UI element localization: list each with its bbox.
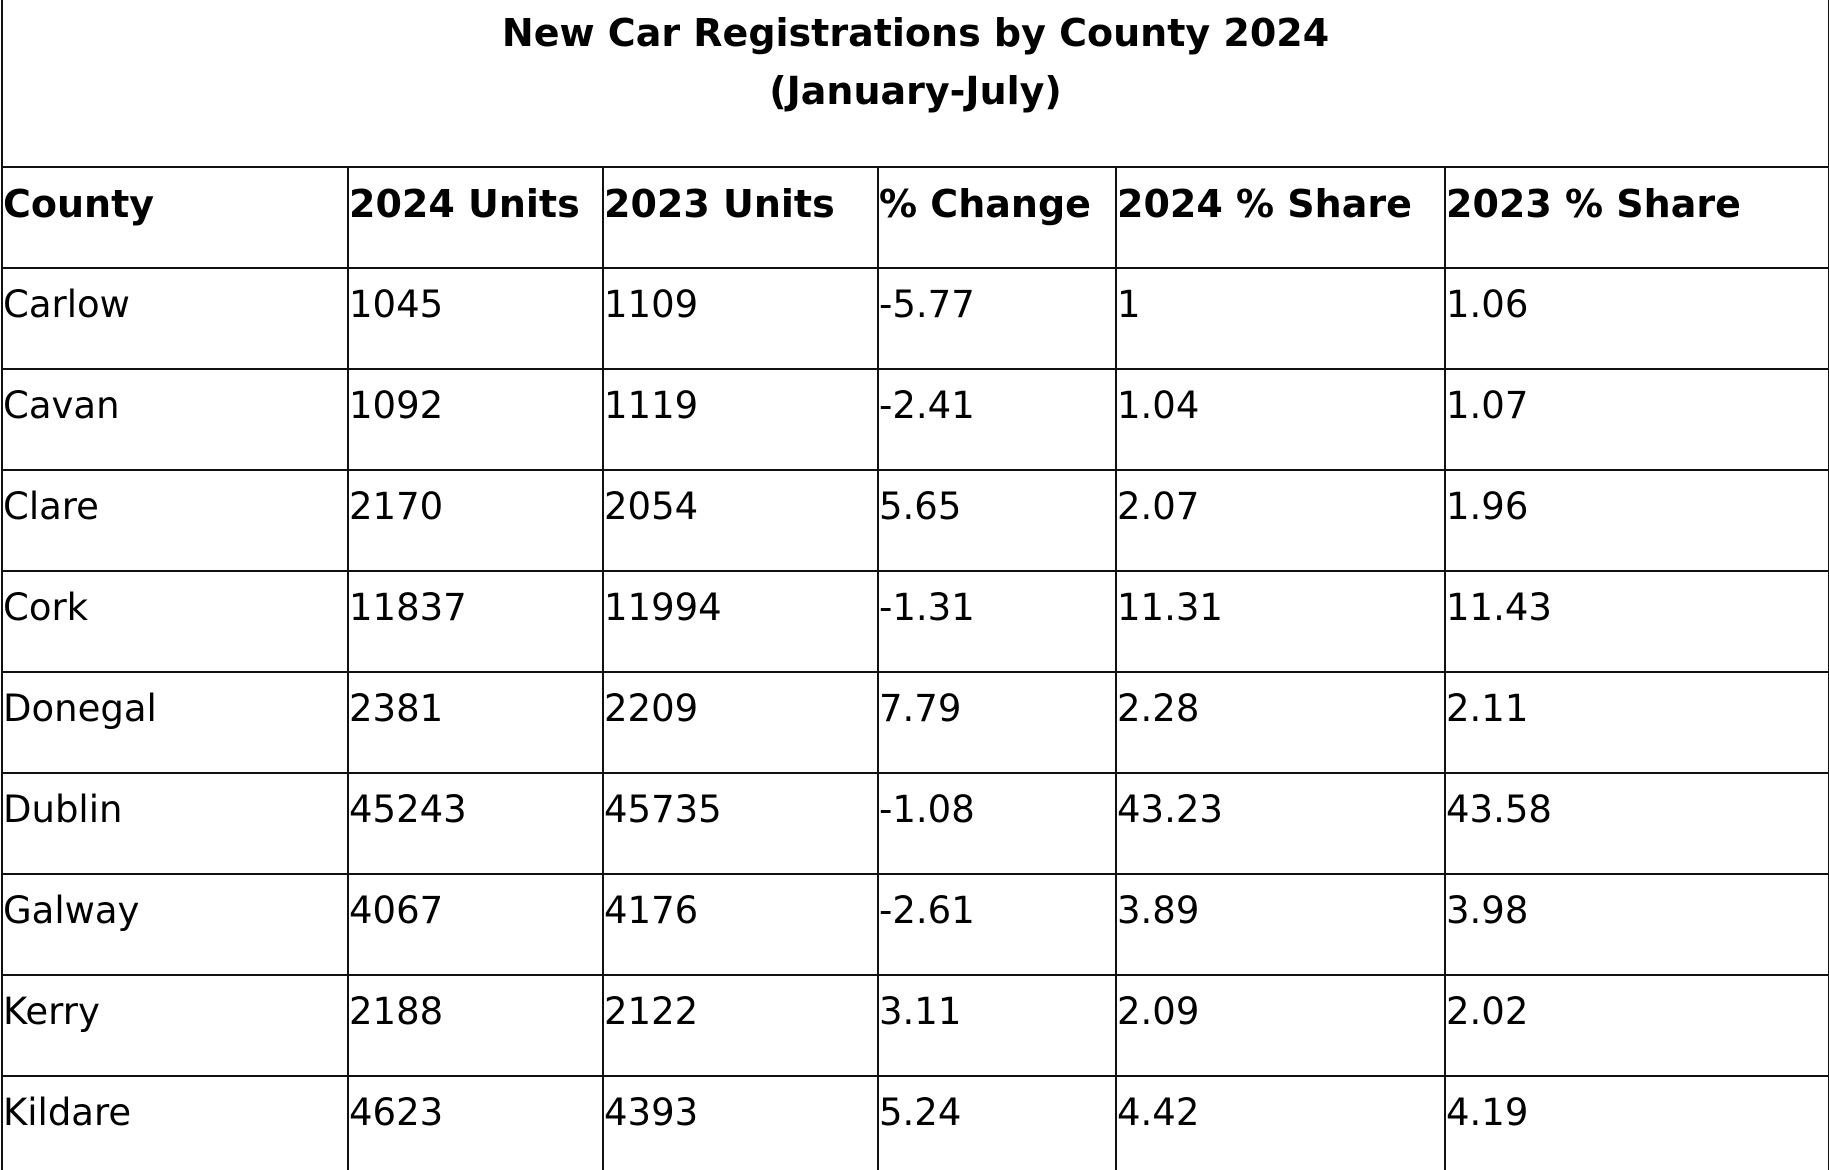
value-cell: 3.98 [1443,873,1829,976]
value-cell: -1.31 [877,570,1117,673]
column-header: 2024 Units [347,166,604,269]
value-cell: 2.28 [1115,671,1446,774]
table-title: New Car Registrations by County 2024 [501,11,1330,55]
column-header: 2023 Units [602,166,879,269]
value-cell: 1.96 [1443,469,1829,572]
value-cell: 2.02 [1443,974,1829,1077]
value-cell: 1119 [602,368,879,471]
column-header: 2023 % Share [1443,166,1829,269]
value-cell: 2188 [347,974,604,1077]
title-row: New Car Registrations by County 2024 (Ja… [0,0,1829,168]
table-subtitle: (January-July) [769,69,1062,113]
value-cell: 2170 [347,469,604,572]
value-cell: -2.41 [877,368,1117,471]
value-cell: 2.07 [1115,469,1446,572]
title-cell: New Car Registrations by County 2024 (Ja… [0,0,1829,168]
value-cell: 7.79 [877,671,1117,774]
table-row: Clare 2170 2054 5.65 2.07 1.96 [1,469,1829,572]
value-cell: 11.43 [1443,570,1829,673]
header-row: County 2024 Units 2023 Units% Change 2024 %… [1,166,1829,269]
value-cell: 11837 [347,570,604,673]
table-row: Kildare 4623 4393 5.24 4.42 4.19 [1,1075,1829,1170]
county-cell: Carlow [1,267,349,370]
value-cell: 1 [1115,267,1446,370]
value-cell: 1045 [347,267,604,370]
value-cell: 2.09 [1115,974,1446,1077]
value-cell: 5.65 [877,469,1117,572]
value-cell: -1.08 [877,772,1117,875]
value-cell: 4623 [347,1075,604,1170]
value-cell: 4067 [347,873,604,976]
value-cell: -5.77 [877,267,1117,370]
county-cell: Kerry [1,974,349,1077]
table-row: Dublin 45243 45735 -1.08 43.23 43.58 [1,772,1829,875]
table-row: Cavan 1092 1119 -2.41 1.04 1.07 [1,368,1829,471]
county-cell: Cavan [1,368,349,471]
table-row: Carlow 1045 1109 -5.77 1 1.06 [1,267,1829,370]
value-cell: 11994 [602,570,879,673]
value-cell: 2054 [602,469,879,572]
value-cell: 43.58 [1443,772,1829,875]
county-cell: Dublin [1,772,349,875]
county-cell: Galway [1,873,349,976]
table-row: Galway 4067 4176 -2.61 3.89 3.98 [1,873,1829,976]
value-cell: 1092 [347,368,604,471]
table-row: Kerry 2188 2122 3.11 2.09 2.02 [1,974,1829,1077]
value-cell: 4.19 [1443,1075,1829,1170]
column-header: County [1,166,349,269]
value-cell: 2.11 [1443,671,1829,774]
value-cell: 1.04 [1115,368,1446,471]
value-cell: 1.06 [1443,267,1829,370]
value-cell: 45243 [347,772,604,875]
value-cell: 5.24 [877,1075,1117,1170]
table-row: Cork 11837 11994 -1.31 11.31 11.43 [1,570,1829,673]
value-cell: 4393 [602,1075,879,1170]
column-header: 2024 % Share [1115,166,1446,269]
table-row: Donegal 2381 2209 7.79 2.28 2.11 [1,671,1829,774]
value-cell: 43.23 [1115,772,1446,875]
value-cell: 2122 [602,974,879,1077]
value-cell: 3.11 [877,974,1117,1077]
value-cell: 45735 [602,772,879,875]
column-header: % Change [877,166,1117,269]
value-cell: 4176 [602,873,879,976]
county-cell: Donegal [1,671,349,774]
value-cell: 11.31 [1115,570,1446,673]
value-cell: 2209 [602,671,879,774]
value-cell: 1.07 [1443,368,1829,471]
county-cell: Cork [1,570,349,673]
value-cell: 1109 [602,267,879,370]
value-cell: -2.61 [877,873,1117,976]
value-cell: 2381 [347,671,604,774]
county-cell: Clare [1,469,349,572]
value-cell: 4.42 [1115,1075,1446,1170]
value-cell: 3.89 [1115,873,1446,976]
county-cell: Kildare [1,1075,349,1170]
